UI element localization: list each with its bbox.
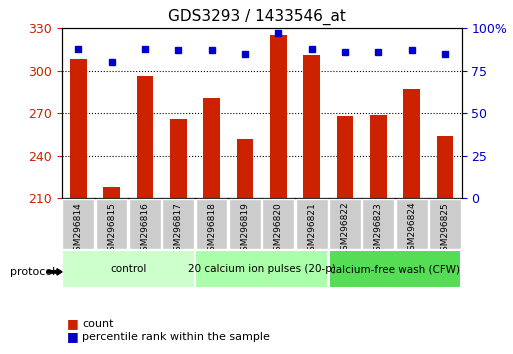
- Bar: [70, 59, 87, 354]
- Bar: [236, 139, 253, 354]
- Bar: [403, 89, 420, 354]
- Text: GSM296819: GSM296819: [241, 202, 249, 257]
- Bar: [296, 199, 327, 249]
- Bar: [370, 115, 387, 354]
- Bar: [195, 250, 328, 288]
- Bar: [203, 98, 220, 354]
- Bar: [396, 199, 427, 249]
- Bar: [62, 250, 194, 288]
- Bar: [196, 199, 227, 249]
- Bar: [229, 199, 261, 249]
- Text: GSM296814: GSM296814: [74, 202, 83, 257]
- Text: GSM296825: GSM296825: [441, 202, 449, 257]
- Text: GDS3293 / 1433546_at: GDS3293 / 1433546_at: [168, 9, 345, 25]
- Bar: [129, 199, 161, 249]
- Bar: [303, 55, 320, 354]
- Text: calcium-free wash (CFW): calcium-free wash (CFW): [330, 264, 460, 274]
- Bar: [103, 187, 120, 354]
- Bar: [96, 199, 127, 249]
- Text: GSM296820: GSM296820: [274, 202, 283, 257]
- Text: GSM296816: GSM296816: [141, 202, 149, 257]
- Text: GSM296821: GSM296821: [307, 202, 316, 257]
- Text: GSM296823: GSM296823: [374, 202, 383, 257]
- Text: control: control: [110, 264, 146, 274]
- Text: GSM296824: GSM296824: [407, 202, 416, 256]
- Bar: [337, 116, 353, 354]
- Text: GSM296817: GSM296817: [174, 202, 183, 257]
- Text: ■: ■: [67, 331, 78, 343]
- Bar: [363, 199, 394, 249]
- Text: ■: ■: [67, 318, 78, 330]
- Bar: [163, 199, 194, 249]
- Text: GSM296822: GSM296822: [341, 202, 349, 256]
- Text: GSM296818: GSM296818: [207, 202, 216, 257]
- Bar: [437, 136, 453, 354]
- Bar: [263, 199, 294, 249]
- Bar: [429, 199, 461, 249]
- Text: count: count: [82, 319, 113, 329]
- Bar: [63, 199, 94, 249]
- Bar: [270, 35, 287, 354]
- Text: percentile rank within the sample: percentile rank within the sample: [82, 332, 270, 342]
- Text: 20 calcium ion pulses (20-p): 20 calcium ion pulses (20-p): [188, 264, 336, 274]
- Text: GSM296815: GSM296815: [107, 202, 116, 257]
- Text: protocol: protocol: [10, 267, 55, 277]
- Bar: [170, 119, 187, 354]
- Bar: [329, 199, 361, 249]
- Bar: [329, 250, 461, 288]
- Bar: [136, 76, 153, 354]
